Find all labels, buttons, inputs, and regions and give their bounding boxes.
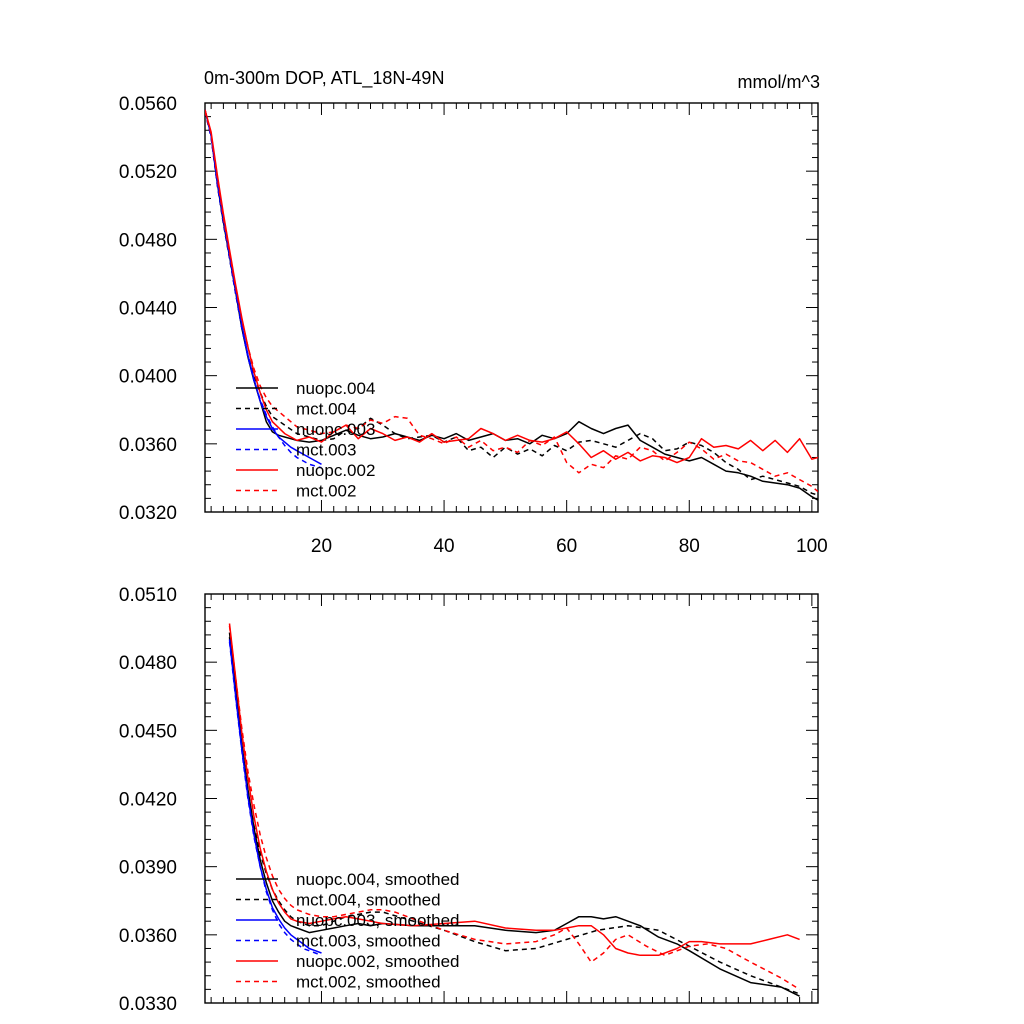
x-tick-label: 100: [796, 536, 828, 557]
x-tick-label: 40: [433, 536, 454, 557]
legend-label: mct.002: [296, 482, 356, 501]
legend-label: mct.004: [296, 400, 356, 419]
y-tick-label: 0.0510: [119, 585, 177, 606]
series-group: [228, 623, 800, 997]
legend-label: nuopc.004: [296, 379, 375, 398]
legend-label: nuopc.002: [296, 461, 375, 480]
y-tick-label: 0.0480: [119, 653, 177, 674]
y-tick-label: 0.0560: [119, 94, 177, 115]
y-tick-label: 0.0360: [119, 435, 177, 456]
bottom-panel: 0.0330 0.0360 0.0390 0.0420 0.0450 0.0480 0.05…: [119, 585, 819, 1015]
series-line-nuopc-004: [205, 109, 818, 501]
y-tick-label: 0.0320: [119, 503, 177, 524]
legend-label: mct.002, smoothed: [296, 973, 441, 992]
series-line-mct-003-smoothed: [228, 641, 322, 957]
series-line-nuopc-002: [205, 109, 818, 464]
chart-units: mmol/m^3: [738, 72, 820, 92]
series-line-nuopc-002-smoothed: [228, 623, 800, 957]
legend-label: nuopc.004, smoothed: [296, 870, 460, 889]
y-tick-label: 0.0390: [119, 858, 177, 879]
y-tick-label: 0.0480: [119, 230, 177, 251]
series-line-nuopc-003-smoothed: [228, 639, 322, 954]
x-tick-label: 80: [679, 536, 700, 557]
legend-label: nuopc.003: [296, 420, 375, 439]
legend-label: mct.003: [296, 441, 356, 460]
legend-label: mct.004, smoothed: [296, 891, 441, 910]
y-tick-label: 0.0450: [119, 721, 177, 742]
legend-label: nuopc.002, smoothed: [296, 952, 460, 971]
series-line-mct-003: [205, 111, 322, 469]
y-tick-label: 0.0520: [119, 162, 177, 183]
series-group: [205, 109, 818, 501]
y-tick-label: 0.0360: [119, 926, 177, 947]
series-line-mct-004-smoothed: [228, 637, 800, 995]
series-line-mct-002-smoothed: [228, 625, 800, 991]
legend-label: mct.003, smoothed: [296, 932, 441, 951]
x-tick-label: 60: [556, 536, 577, 557]
x-tick-label: 20: [311, 536, 332, 557]
chart-title: 0m-300m DOP, ATL_18N-49N: [204, 68, 444, 89]
y-tick-label: 0.0400: [119, 367, 177, 388]
top-panel: 0.0320 0.0360 0.0400 0.0440 0.0480 0.0520 0.05…: [119, 94, 828, 557]
y-tick-label: 0.0440: [119, 299, 177, 320]
y-tick-label: 0.0330: [119, 994, 177, 1015]
y-tick-label: 0.0420: [119, 790, 177, 811]
legend-label: nuopc.003, smoothed: [296, 911, 460, 930]
